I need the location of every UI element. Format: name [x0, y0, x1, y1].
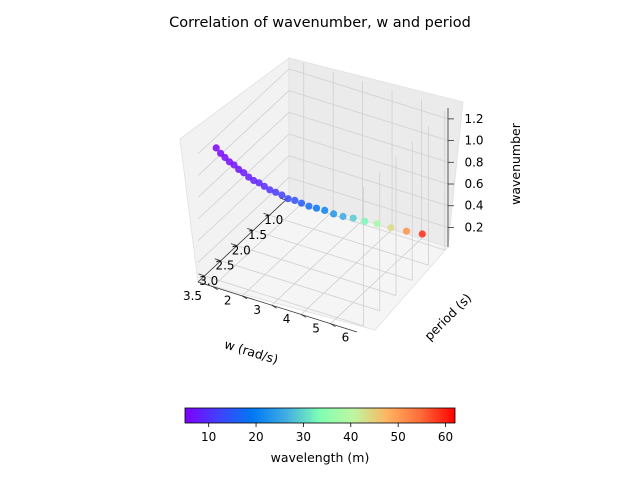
grid-line — [271, 219, 363, 306]
x-tick-label: 2.0 — [232, 243, 251, 257]
data-point — [418, 230, 426, 238]
data-point — [339, 212, 347, 221]
y-tick-mark — [241, 295, 248, 300]
data-point — [387, 224, 395, 232]
colorbar-tick-label: 40 — [343, 430, 358, 444]
x-tick-mark — [230, 243, 238, 246]
data-point — [260, 182, 268, 190]
grid-line — [288, 68, 449, 120]
data-point — [245, 173, 253, 181]
data-point — [217, 149, 225, 157]
grid-line — [288, 111, 449, 163]
z-axis-ticks: 0.2 0.4 0.6 0.8 1.0 1.2 — [448, 112, 484, 234]
axis-line — [197, 196, 290, 283]
y-tick-mark — [300, 314, 307, 318]
y-tick-label: 4 — [283, 312, 291, 326]
data-point — [361, 217, 369, 225]
data-point — [349, 214, 357, 222]
x-axis-label: w (rad/s) — [223, 336, 280, 367]
x-tick-mark — [263, 212, 270, 216]
grid-line — [212, 201, 304, 287]
data-point — [312, 204, 321, 212]
grid-line — [330, 238, 422, 324]
colorbar-tick-label: 50 — [391, 430, 406, 444]
colorbar-label: wavelength (m) — [271, 450, 370, 465]
colorbar — [184, 407, 456, 424]
x-tick-label: 1.5 — [248, 228, 267, 242]
grid-lines — [197, 62, 449, 327]
grid-line — [241, 210, 334, 297]
data-point — [321, 206, 329, 214]
data-point — [266, 186, 274, 194]
colorbar-tick-label: 60 — [438, 430, 453, 444]
y-tick-label: 5 — [312, 321, 320, 335]
y-axis-label: period (s) — [421, 290, 474, 343]
grid-line — [300, 229, 393, 315]
data-point — [212, 144, 220, 152]
grid-line — [288, 155, 449, 207]
colorbar-tick-label: 30 — [296, 430, 311, 444]
data-point — [272, 188, 280, 196]
data-point — [305, 202, 313, 210]
data-point — [373, 220, 381, 228]
y-axis-ticks: 2 3 4 5 6 — [212, 286, 350, 345]
grid-line — [288, 90, 449, 141]
z-tick-label: 0.6 — [464, 177, 483, 191]
data-point — [330, 210, 338, 218]
data-point — [402, 227, 411, 235]
x-tick-label: 3.5 — [183, 289, 202, 303]
colorbar-ticks: 10 20 30 40 50 60 — [201, 423, 453, 444]
z-tick-label: 0.8 — [464, 155, 483, 169]
grid-line — [197, 155, 290, 242]
data-point — [291, 196, 299, 204]
chart-title: Correlation of wavenumber, w and period — [169, 15, 471, 31]
y-tick-mark — [271, 304, 277, 309]
grid-line — [288, 133, 449, 185]
x-tick-label: 3.0 — [199, 274, 218, 288]
x-tick-mark — [198, 273, 205, 277]
x-tick-label: 1.0 — [264, 213, 283, 227]
y-tick-label: 3 — [253, 303, 261, 317]
grid-line — [197, 68, 290, 155]
z-axis-label: wavenumber — [508, 122, 523, 205]
x-tick-label: 2.5 — [215, 259, 234, 273]
colorbar-tick-label: 20 — [248, 430, 263, 444]
data-point — [225, 158, 233, 166]
z-tick-label: 1.2 — [464, 112, 483, 126]
grid-line — [288, 177, 449, 228]
x-tick-mark — [247, 228, 254, 231]
data-point — [297, 199, 306, 207]
data-point — [284, 195, 292, 203]
data-point — [235, 165, 243, 173]
y-tick-mark — [212, 286, 218, 290]
y-tick-label: 6 — [342, 331, 350, 345]
data-point — [278, 191, 286, 199]
data-points — [212, 144, 426, 238]
z-tick-label: 1.0 — [464, 134, 483, 148]
x-tick-mark — [214, 258, 221, 262]
grid-line — [197, 133, 290, 220]
grid-line — [197, 112, 290, 198]
z-tick-label: 0.4 — [464, 199, 483, 213]
y-tick-label: 2 — [224, 294, 232, 308]
colorbar-tick-label: 10 — [201, 430, 216, 444]
y-tick-mark — [330, 323, 336, 328]
z-tick-label: 0.2 — [464, 220, 483, 234]
grid-line — [197, 90, 290, 176]
x-axis-ticks: 1.01.52.0 2.53.03.5 — [183, 197, 286, 303]
